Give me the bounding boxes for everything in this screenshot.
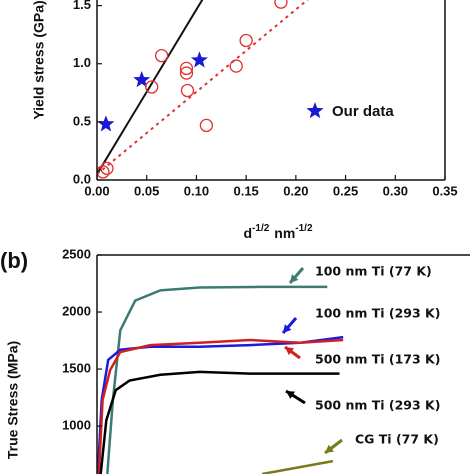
arrow-head (285, 347, 294, 356)
circle-point (274, 0, 288, 9)
circle-point (154, 48, 169, 63)
x-tick-label: 0.00 (84, 183, 109, 198)
x-tick-label: 0.25 (333, 183, 358, 198)
stress-curve (97, 335, 344, 474)
curve-label: 500 nm Ti (173 K) (315, 352, 440, 367)
star-point (133, 71, 151, 88)
y-tick-label: 1000 (62, 418, 91, 433)
stress-curve (99, 370, 340, 474)
stress-curve (261, 459, 334, 474)
fit-line (97, 0, 204, 175)
y-tick-label: 1500 (62, 361, 91, 376)
stress-curve (97, 338, 344, 474)
x-label-base: d (243, 225, 252, 241)
y-tick-label: 1.0 (73, 55, 91, 70)
y-tick-label: 2000 (62, 303, 91, 318)
circle-point (145, 80, 159, 94)
y-tick-label: 2500 (62, 246, 91, 261)
legend-label: Our data (332, 103, 394, 120)
y-axis-label: Yield stress (GPa) (31, 0, 47, 119)
y-axis-label: True Stress (MPa) (5, 341, 21, 459)
curve-label: 100 nm Ti (293 K) (315, 306, 440, 321)
curve-label: 100 nm Ti (77 K) (315, 264, 432, 279)
arrow-head (283, 324, 292, 333)
panel-label: (b) (0, 248, 28, 273)
x-tick-label: 0.10 (184, 183, 209, 198)
circle-point (179, 66, 194, 80)
x-label-unit-exp: -1/2 (295, 223, 313, 234)
arrow-head (290, 274, 299, 283)
plot-area (97, 285, 344, 474)
arrow-head (286, 391, 295, 399)
y-tick-label: 0.5 (73, 113, 91, 128)
x-axis-label: d-1/2 nm-1/2 (243, 223, 312, 241)
circle-point (97, 165, 110, 179)
circle-point (100, 161, 114, 176)
x-label-exp: -1/2 (252, 223, 270, 234)
circle-point (180, 83, 195, 98)
x-tick-label: 0.20 (283, 183, 308, 198)
fit-line (97, 0, 309, 175)
x-tick-label: 0.30 (383, 183, 408, 198)
x-tick-label: 0.15 (233, 183, 258, 198)
y-tick-label: 1.5 (73, 0, 91, 12)
star-point (97, 115, 115, 132)
circle-point (179, 61, 194, 76)
x-label-unit: nm (274, 225, 295, 241)
x-tick-label: 0.05 (134, 183, 159, 198)
curve-label: CG Ti (77 K) (355, 432, 439, 447)
circle-point (239, 33, 253, 48)
plot-area (97, 0, 309, 179)
y-tick-label: 0.0 (73, 171, 91, 186)
curve-label: 500 nm Ti (293 K) (315, 398, 440, 413)
stress-curve (106, 285, 328, 474)
star-point (190, 51, 208, 68)
x-tick-label: 0.35 (432, 183, 457, 198)
circle-point (229, 59, 243, 73)
legend-marker (306, 102, 324, 119)
circle-point (199, 118, 214, 133)
arrow-head (325, 444, 334, 453)
